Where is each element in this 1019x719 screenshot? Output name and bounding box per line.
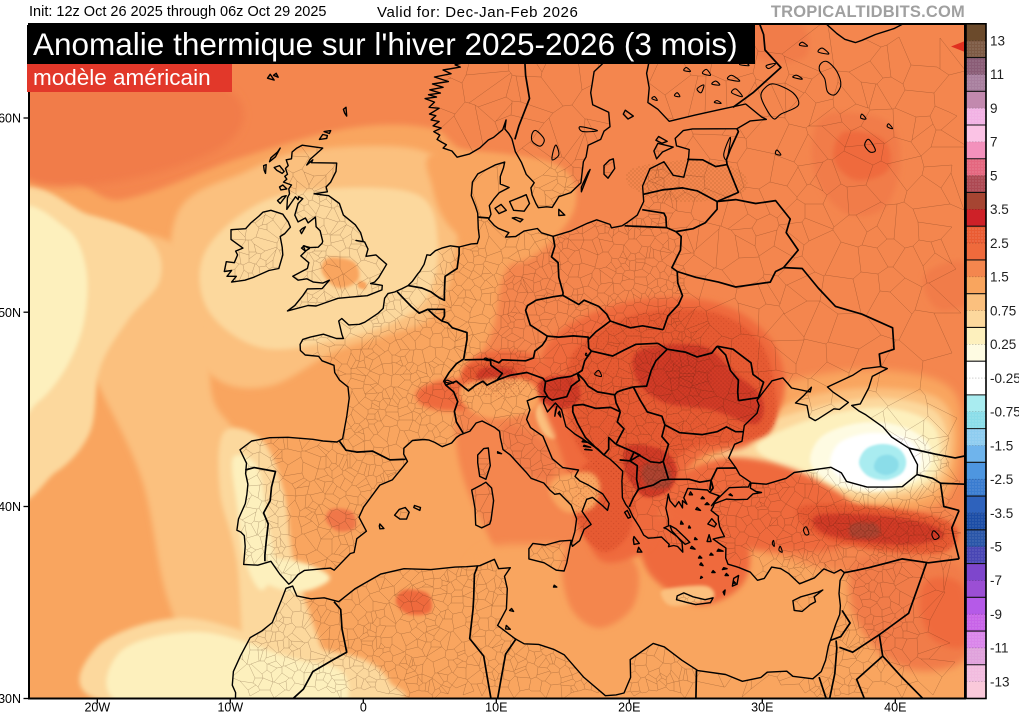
svg-text:7: 7 — [990, 135, 998, 150]
svg-text:0.75: 0.75 — [990, 303, 1016, 318]
svg-text:1.5: 1.5 — [990, 270, 1009, 285]
svg-text:40E: 40E — [884, 701, 906, 715]
svg-text:60N: 60N — [0, 112, 21, 126]
svg-text:-13: -13 — [990, 674, 1010, 689]
svg-text:-1.5: -1.5 — [990, 438, 1013, 453]
svg-text:-5: -5 — [990, 540, 1002, 555]
svg-text:11: 11 — [990, 67, 1004, 82]
svg-text:50N: 50N — [0, 306, 21, 320]
svg-text:5: 5 — [990, 168, 998, 183]
svg-text:10W: 10W — [217, 701, 243, 715]
svg-text:-9: -9 — [990, 607, 1002, 622]
svg-text:10E: 10E — [485, 701, 507, 715]
svg-text:30E: 30E — [751, 701, 773, 715]
svg-text:-11: -11 — [990, 641, 1009, 656]
svg-text:2.5: 2.5 — [990, 236, 1009, 251]
svg-text:-2.5: -2.5 — [990, 472, 1013, 487]
svg-text:30N: 30N — [0, 692, 21, 706]
svg-text:20E: 20E — [618, 701, 640, 715]
svg-text:3.5: 3.5 — [990, 202, 1009, 217]
svg-text:0.25: 0.25 — [990, 337, 1016, 352]
svg-text:40N: 40N — [0, 500, 21, 514]
svg-text:-0.25: -0.25 — [990, 371, 1019, 386]
svg-text:-7: -7 — [990, 573, 1002, 588]
svg-text:9: 9 — [990, 101, 998, 116]
svg-text:20W: 20W — [84, 701, 110, 715]
svg-text:-0.75: -0.75 — [990, 405, 1019, 420]
svg-text:-3.5: -3.5 — [990, 506, 1013, 521]
svg-text:13: 13 — [990, 34, 1005, 49]
svg-text:0: 0 — [360, 701, 367, 715]
